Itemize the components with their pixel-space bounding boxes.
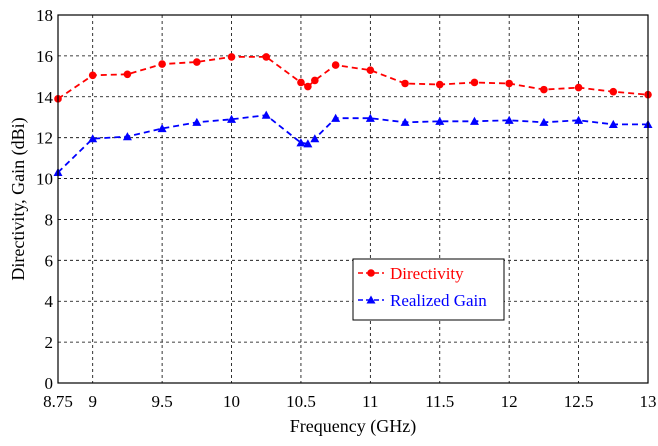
legend-directivity-marker bbox=[367, 269, 375, 277]
data-point-realized-gain bbox=[296, 138, 306, 147]
data-point-realized-gain bbox=[435, 116, 445, 125]
x-tick-label: 12 bbox=[501, 392, 518, 411]
data-point-directivity bbox=[158, 60, 166, 68]
y-tick-label: 2 bbox=[45, 333, 54, 352]
grid bbox=[58, 15, 648, 383]
y-tick-label: 6 bbox=[45, 251, 54, 270]
data-point-realized-gain bbox=[504, 115, 514, 124]
data-point-realized-gain bbox=[574, 115, 584, 124]
data-point-directivity bbox=[435, 80, 444, 89]
y-tick-label: 0 bbox=[45, 374, 54, 393]
data-point-directivity bbox=[193, 58, 201, 66]
data-point-directivity bbox=[304, 82, 312, 91]
legend-gain-marker bbox=[366, 295, 376, 304]
x-tick-label: 10.5 bbox=[286, 392, 316, 411]
legend-box bbox=[352, 258, 505, 321]
x-tick-label: 10 bbox=[223, 392, 240, 411]
x-tick-label: 9 bbox=[88, 392, 97, 411]
data-point-directivity bbox=[88, 71, 97, 80]
data-point-directivity bbox=[262, 53, 271, 61]
data-point-directivity bbox=[227, 53, 236, 61]
data-point-realized-gain bbox=[469, 116, 479, 125]
y-tick-label: 4 bbox=[45, 292, 54, 311]
plot-frame bbox=[57, 14, 649, 384]
legend-directivity-label: Directivity bbox=[390, 264, 464, 283]
series-line-realized-gain bbox=[57, 114, 648, 174]
y-tick-label: 10 bbox=[36, 170, 53, 189]
data-point-realized-gain bbox=[608, 119, 618, 128]
legend-gain-label: Realized Gain bbox=[390, 291, 487, 310]
data-point-realized-gain bbox=[400, 117, 410, 126]
plot-background bbox=[58, 15, 648, 383]
legend: Directivity Realized Gain bbox=[352, 258, 505, 321]
y-tick-label: 12 bbox=[36, 129, 53, 148]
data-point-directivity bbox=[123, 70, 132, 79]
data-point-realized-gain bbox=[331, 113, 341, 122]
data-point-realized-gain bbox=[192, 117, 202, 126]
data-point-directivity bbox=[401, 79, 409, 88]
y-tick-label: 16 bbox=[36, 47, 53, 66]
data-point-directivity bbox=[297, 78, 305, 87]
y-tick-label: 18 bbox=[36, 6, 53, 25]
y-axis-title: Directivity, Gain (dBi) bbox=[8, 117, 29, 280]
data-point-realized-gain bbox=[303, 139, 313, 148]
data-point-realized-gain bbox=[539, 117, 549, 126]
data-point-directivity bbox=[311, 76, 319, 85]
x-tick-label: 13 bbox=[640, 392, 657, 411]
data-point-directivity bbox=[574, 83, 583, 92]
data-point-realized-gain bbox=[122, 132, 132, 141]
x-tick-label: 8.75 bbox=[43, 392, 73, 411]
x-tick-label: 12.5 bbox=[564, 392, 594, 411]
data-point-realized-gain bbox=[310, 134, 320, 143]
data-point-directivity bbox=[505, 79, 513, 88]
data-point-realized-gain bbox=[88, 134, 98, 143]
data-point-realized-gain bbox=[157, 123, 167, 133]
x-tick-label: 11.5 bbox=[425, 392, 454, 411]
x-tick-label: 9.5 bbox=[151, 392, 172, 411]
data-point-directivity bbox=[609, 87, 618, 96]
x-axis-title: Frequency (GHz) bbox=[290, 416, 416, 437]
series-line-directivity bbox=[57, 56, 649, 100]
data-point-directivity bbox=[331, 61, 340, 69]
data-point-directivity bbox=[470, 78, 479, 87]
data-point-directivity bbox=[366, 66, 375, 74]
y-tick-label: 8 bbox=[45, 210, 54, 229]
y-tick-label: 14 bbox=[36, 88, 54, 107]
data-point-realized-gain bbox=[365, 113, 375, 122]
tick-layer: 8.75 9 9.5 10 10.5 11 11.5 12 12.5 13 0 2 4 6 8 10 12 14 1… bbox=[36, 6, 657, 411]
x-tick-label: 11 bbox=[362, 392, 378, 411]
data-point-realized-gain bbox=[227, 114, 237, 123]
data-point-realized-gain bbox=[261, 110, 271, 119]
data-point-directivity bbox=[540, 85, 548, 94]
